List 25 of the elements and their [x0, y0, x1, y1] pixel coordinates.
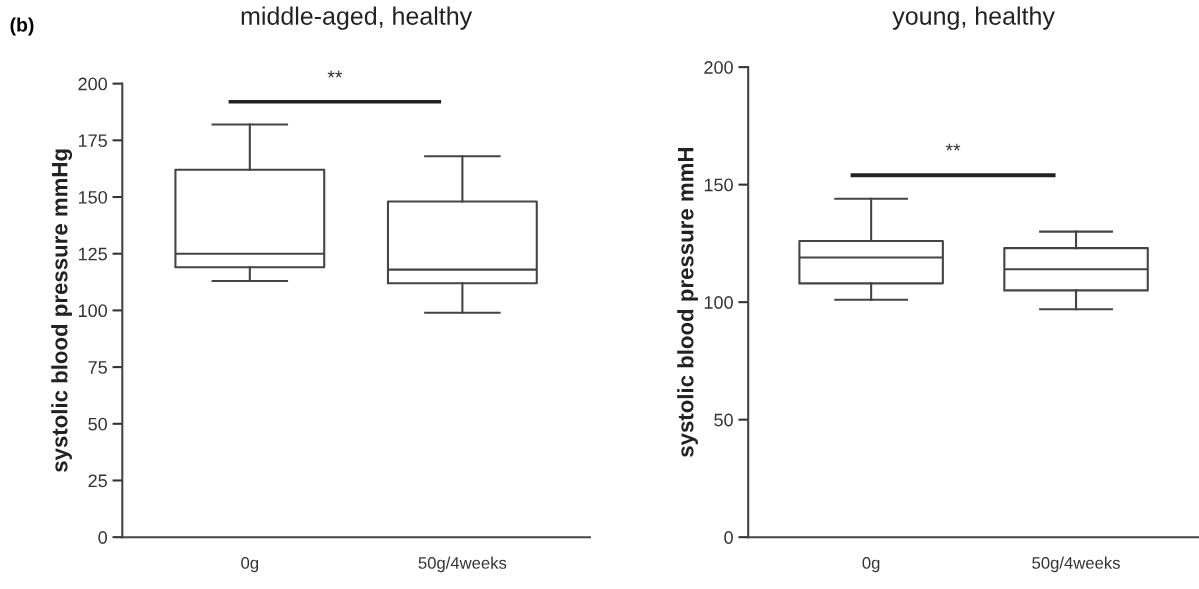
y-tick-label: 75: [88, 361, 107, 374]
text: (b): [10, 17, 34, 36]
x-tick-label: 0g: [241, 557, 259, 573]
y-tick-label: 100: [704, 296, 733, 309]
y-axis-title: systolic blood pressure mmH: [677, 148, 698, 457]
text: **: [327, 70, 343, 78]
chart-title: young, healthy: [892, 6, 1055, 30]
y-tick-label: 150: [78, 190, 108, 204]
x-tick-label: 50g/4weeks: [418, 556, 507, 573]
y-tick-label: 0: [98, 531, 108, 544]
x-tick-label: 50g/4weeks: [1032, 556, 1120, 573]
y-tick-label: 25: [88, 474, 107, 488]
y-tick-label: 200: [78, 77, 108, 91]
y-tick-label: 200: [704, 61, 733, 74]
y-axis-title: systolic blood pressure mmHg: [51, 149, 73, 472]
y-tick-label: 50: [88, 417, 108, 431]
y-tick-label: 0: [724, 531, 733, 544]
y-tick-label: 100: [78, 304, 108, 318]
chart-title: middle-aged, healthy: [241, 6, 473, 30]
y-tick-label: 175: [78, 134, 107, 148]
y-tick-label: 50: [714, 413, 733, 427]
y-tick-label: 125: [78, 247, 107, 261]
annotation: **: [945, 143, 961, 151]
y-tick-label: 150: [704, 178, 733, 192]
x-tick-label: 0g: [862, 557, 880, 573]
